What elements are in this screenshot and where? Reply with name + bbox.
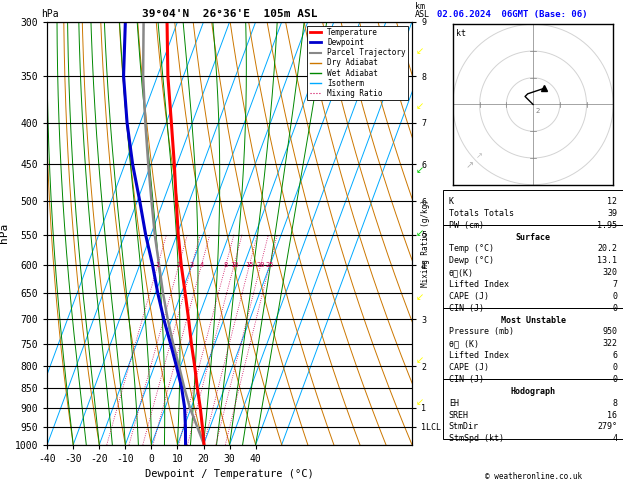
Text: 25: 25 — [265, 262, 274, 268]
Text: θᴇ(K): θᴇ(K) — [449, 268, 474, 277]
Text: K: K — [449, 197, 454, 206]
Text: ↙: ↙ — [415, 47, 423, 56]
Text: 3: 3 — [190, 262, 194, 268]
Text: ↙: ↙ — [415, 292, 423, 302]
Text: Lifted Index: Lifted Index — [449, 351, 509, 360]
Text: 13.1: 13.1 — [598, 256, 617, 265]
Bar — [443, 308, 623, 380]
Text: Mixing Ratio (g/kg): Mixing Ratio (g/kg) — [421, 199, 430, 287]
Text: StmDir: StmDir — [449, 422, 479, 432]
Text: 2: 2 — [177, 262, 181, 268]
Text: 02.06.2024  06GMT (Base: 06): 02.06.2024 06GMT (Base: 06) — [437, 10, 587, 19]
Text: 8: 8 — [224, 262, 228, 268]
X-axis label: Dewpoint / Temperature (°C): Dewpoint / Temperature (°C) — [145, 469, 314, 479]
Text: ↙: ↙ — [415, 355, 423, 365]
Text: ↙: ↙ — [415, 228, 423, 238]
Text: Hodograph: Hodograph — [511, 387, 555, 396]
Text: hPa: hPa — [41, 9, 58, 19]
Text: StmSpd (kt): StmSpd (kt) — [449, 434, 504, 443]
Bar — [443, 225, 623, 308]
Text: θᴇ (K): θᴇ (K) — [449, 339, 479, 348]
Text: 1.95: 1.95 — [598, 221, 617, 230]
Y-axis label: hPa: hPa — [0, 223, 9, 243]
Text: CIN (J): CIN (J) — [449, 375, 484, 384]
Text: 10: 10 — [230, 262, 238, 268]
Text: 0: 0 — [613, 363, 617, 372]
Text: 8: 8 — [613, 399, 617, 408]
Legend: Temperature, Dewpoint, Parcel Trajectory, Dry Adiabat, Wet Adiabat, Isotherm, Mi: Temperature, Dewpoint, Parcel Trajectory… — [308, 26, 408, 100]
Text: PW (cm): PW (cm) — [449, 221, 484, 230]
Text: 322: 322 — [603, 339, 617, 348]
Text: Surface: Surface — [516, 232, 550, 242]
Text: SREH: SREH — [449, 411, 469, 419]
Text: 15: 15 — [245, 262, 253, 268]
Text: 12: 12 — [608, 197, 617, 206]
Text: 39°04'N  26°36'E  105m ASL: 39°04'N 26°36'E 105m ASL — [142, 9, 318, 19]
Text: 7: 7 — [613, 280, 617, 289]
Text: 20.2: 20.2 — [598, 244, 617, 253]
Text: CAPE (J): CAPE (J) — [449, 363, 489, 372]
Bar — [443, 380, 623, 439]
Text: Most Unstable: Most Unstable — [501, 315, 565, 325]
Text: $\nearrow$: $\nearrow$ — [464, 161, 474, 171]
Text: 279°: 279° — [598, 422, 617, 432]
Text: Pressure (mb): Pressure (mb) — [449, 328, 514, 336]
Text: 0: 0 — [613, 375, 617, 384]
Text: kt: kt — [456, 29, 466, 38]
Text: Totals Totals: Totals Totals — [449, 209, 514, 218]
Text: 0: 0 — [613, 292, 617, 301]
Text: Dewp (°C): Dewp (°C) — [449, 256, 494, 265]
Text: 4: 4 — [613, 434, 617, 443]
Text: 4: 4 — [199, 262, 204, 268]
Text: $\nearrow$: $\nearrow$ — [474, 151, 484, 160]
Text: ↙: ↙ — [415, 398, 423, 407]
Text: Lifted Index: Lifted Index — [449, 280, 509, 289]
Text: CIN (J): CIN (J) — [449, 304, 484, 312]
Text: 0: 0 — [613, 304, 617, 312]
Text: 320: 320 — [603, 268, 617, 277]
Text: CAPE (J): CAPE (J) — [449, 292, 489, 301]
Text: 6: 6 — [613, 351, 617, 360]
Text: 16: 16 — [608, 411, 617, 419]
Text: 950: 950 — [603, 328, 617, 336]
Text: © weatheronline.co.uk: © weatheronline.co.uk — [484, 472, 582, 481]
Text: ↙: ↙ — [415, 165, 423, 175]
Text: EH: EH — [449, 399, 459, 408]
Text: ↙: ↙ — [415, 102, 423, 111]
Text: 2: 2 — [536, 107, 540, 114]
Text: 1: 1 — [155, 262, 160, 268]
Text: 20: 20 — [257, 262, 265, 268]
Text: km
ASL: km ASL — [415, 2, 430, 19]
Text: Temp (°C): Temp (°C) — [449, 244, 494, 253]
Bar — [443, 190, 623, 225]
Text: 39: 39 — [608, 209, 617, 218]
